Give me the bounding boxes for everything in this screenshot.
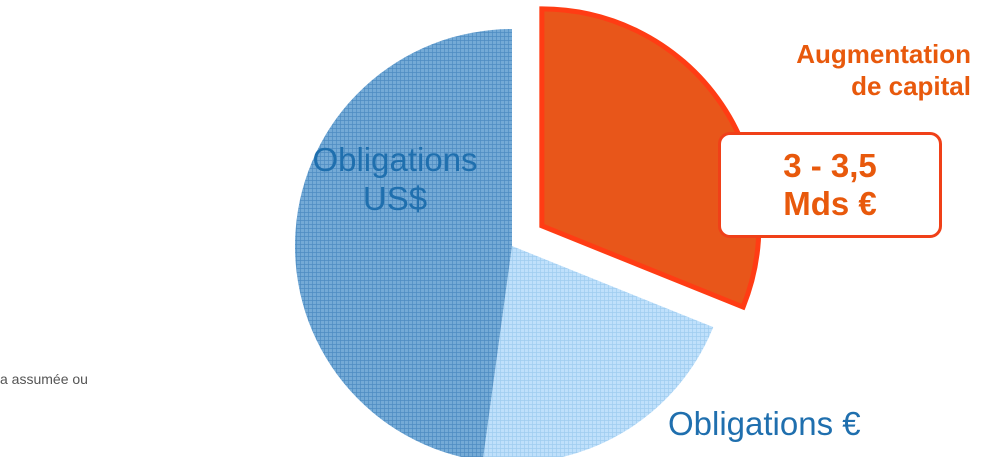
label-line: Obligations bbox=[312, 141, 478, 178]
slice-label-obligations-usd: Obligations US$ bbox=[312, 140, 477, 218]
slice-label-obligations-eur: Obligations € bbox=[668, 405, 861, 442]
label-line: Augmentation bbox=[796, 39, 971, 69]
callout-line: Mds € bbox=[783, 185, 877, 222]
slice-label-augmentation-de-capital: Augmentation de capital bbox=[796, 38, 971, 102]
pie-slice-0 bbox=[539, 6, 762, 311]
value-callout: 3 - 3,5 Mds € bbox=[718, 132, 942, 238]
label-line: US$ bbox=[362, 180, 428, 217]
pie-slice-2 bbox=[295, 29, 512, 457]
label-line: de capital bbox=[851, 71, 971, 101]
footnote-fragment: a assumée ou bbox=[0, 371, 88, 387]
pie-slice-1 bbox=[483, 246, 714, 457]
callout-line: 3 - 3,5 bbox=[783, 147, 877, 184]
